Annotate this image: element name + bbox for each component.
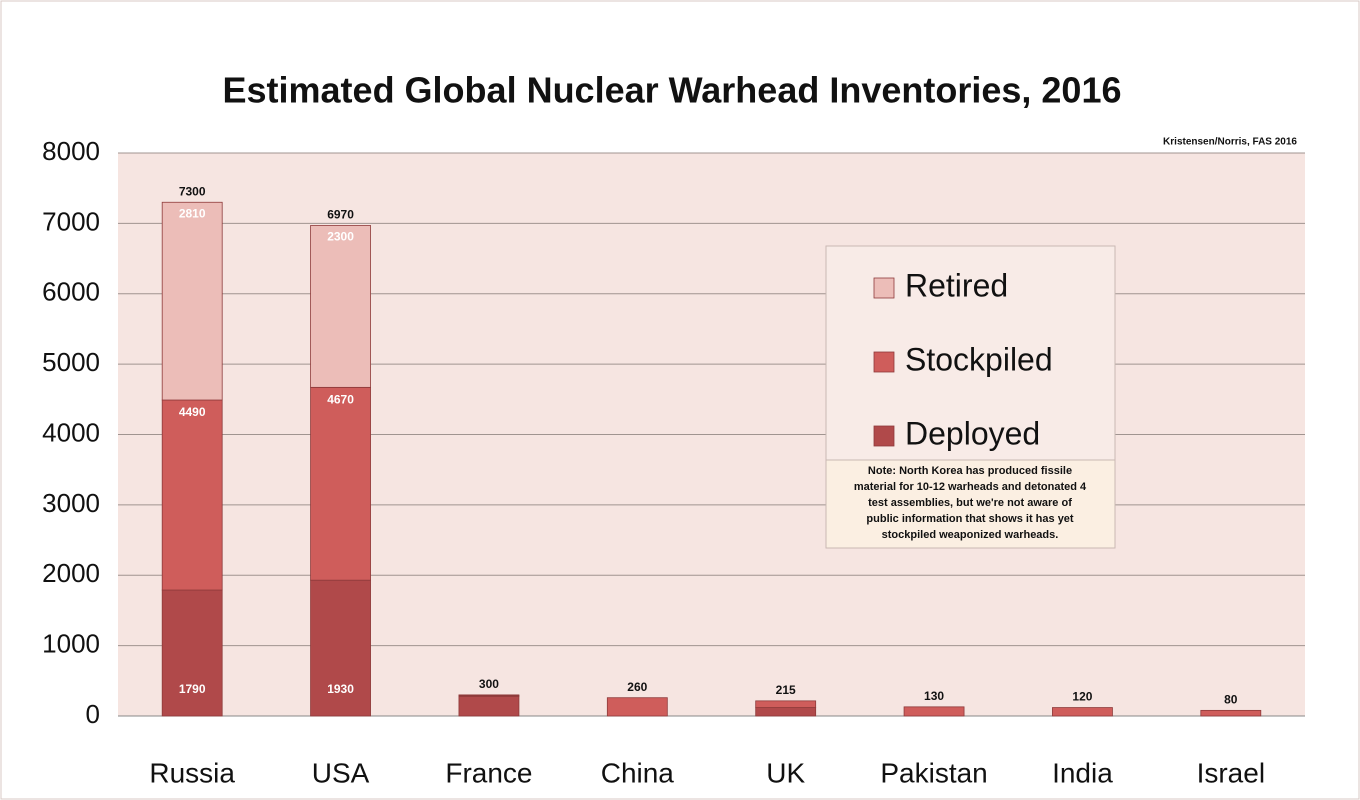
x-tick-label: USA <box>312 757 370 788</box>
y-tick-label: 6000 <box>42 277 100 307</box>
note-line: public information that shows it has yet <box>866 513 1074 525</box>
stockpile-label: 4670 <box>327 393 354 407</box>
x-tick-label: Israel <box>1197 757 1265 788</box>
y-tick-label: 5000 <box>42 347 100 377</box>
bar-segment <box>1052 707 1113 717</box>
bar-segment <box>903 706 965 717</box>
bar-segment <box>161 589 223 717</box>
legend-swatch <box>873 351 895 373</box>
bar-segment <box>458 694 520 696</box>
bar-segment <box>1200 709 1262 717</box>
y-tick-label: 1000 <box>42 629 100 659</box>
bar-segment <box>755 700 817 708</box>
x-tick-label: Pakistan <box>880 757 987 788</box>
total-label: 120 <box>1072 690 1092 704</box>
total-label: 300 <box>479 677 499 691</box>
y-tick-label: 4000 <box>42 417 100 447</box>
bar-segment <box>161 399 223 591</box>
bar-segment <box>606 697 668 717</box>
y-tick-label: 8000 <box>42 136 100 166</box>
x-tick-label: Russia <box>149 757 235 788</box>
total-label: 215 <box>776 683 796 697</box>
y-tick-label: 0 <box>86 699 100 729</box>
x-tick-label: India <box>1052 757 1113 788</box>
legend-label: Retired <box>905 267 1008 303</box>
y-tick-label: 3000 <box>42 488 100 518</box>
data-label: 2300 <box>327 230 354 244</box>
y-tick-label: 2000 <box>42 558 100 588</box>
legend-swatch <box>873 277 895 299</box>
x-tick-label: UK <box>766 757 805 788</box>
data-label: 1930 <box>327 682 354 696</box>
x-tick-label: France <box>445 757 532 788</box>
bar-segment <box>458 695 520 717</box>
total-label: 7300 <box>179 184 206 198</box>
bar-segment <box>310 579 371 717</box>
legend-label: Deployed <box>905 415 1040 451</box>
total-label: 80 <box>1224 693 1238 707</box>
note-line: Note: North Korea has produced fissile <box>868 465 1072 477</box>
legend-swatch <box>873 425 895 447</box>
note-line: test assemblies, but we're not aware of <box>868 497 1072 509</box>
bar-segment <box>755 707 817 717</box>
note-line: stockpiled weaponized warheads. <box>882 529 1059 541</box>
bar-segment <box>310 386 371 581</box>
data-label: 2810 <box>179 206 206 220</box>
total-label: 6970 <box>327 208 354 222</box>
total-label: 130 <box>924 689 944 703</box>
bar-segment <box>161 201 223 401</box>
x-tick-label: China <box>601 757 675 788</box>
data-label: 1790 <box>179 682 206 696</box>
note-line: material for 10-12 warheads and detonate… <box>854 481 1087 493</box>
stockpile-label: 4490 <box>179 405 206 419</box>
total-label: 260 <box>627 680 647 694</box>
y-tick-label: 7000 <box>42 206 100 236</box>
legend-label: Stockpiled <box>905 341 1053 377</box>
source: Kristensen/Norris, FAS 2016 <box>1163 137 1297 148</box>
bar-segment <box>310 225 371 388</box>
note-box <box>825 459 1116 549</box>
chart-title: Estimated Global Nuclear Warhead Invento… <box>223 70 1122 111</box>
